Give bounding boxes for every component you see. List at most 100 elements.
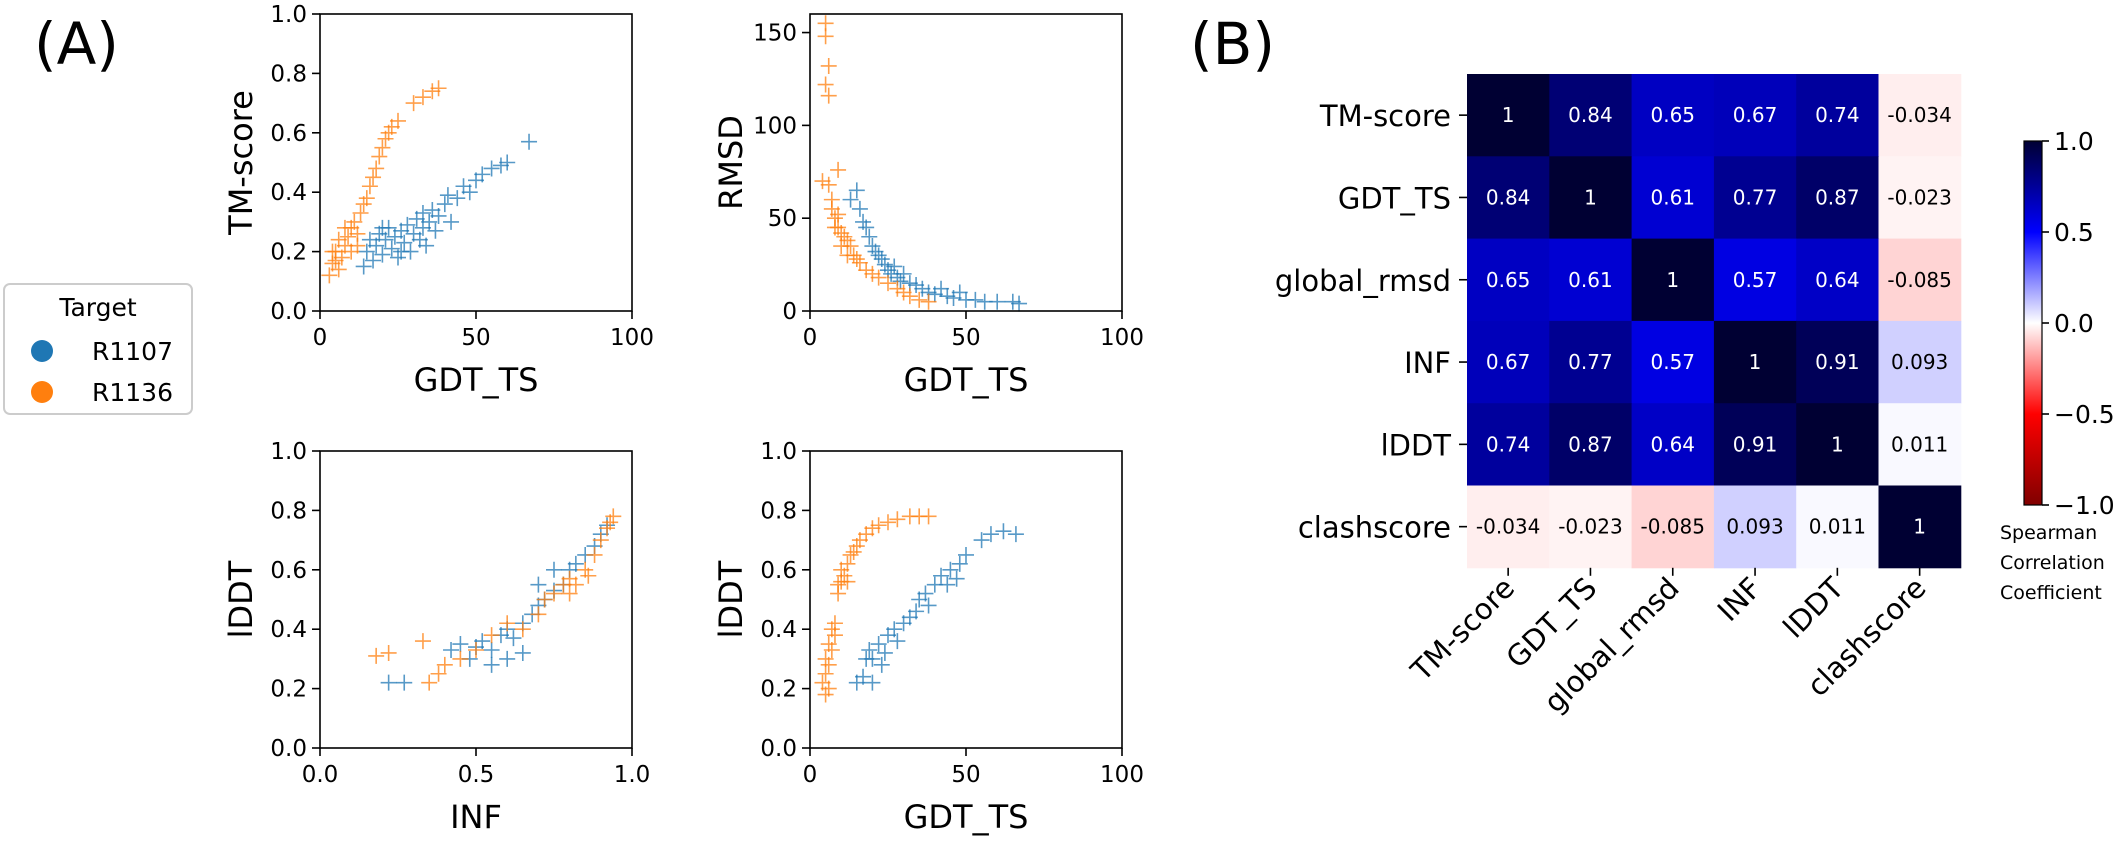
data-point-r1107 bbox=[958, 546, 974, 563]
heatmap-cell bbox=[1713, 74, 1797, 157]
legend-label-r1107: R1107 bbox=[92, 337, 173, 366]
heatmap-cell bbox=[1796, 320, 1879, 404]
heatmap-cell bbox=[1467, 156, 1550, 240]
plot-frame bbox=[809, 13, 1123, 312]
heatmap-cell-label: 0.61 bbox=[1650, 185, 1695, 209]
x-axis-label: INF bbox=[450, 798, 502, 836]
data-point-r1136 bbox=[864, 520, 881, 537]
data-point-r1136 bbox=[368, 160, 385, 177]
scatter-lddt-vs-inf: 0.0 0.5 1.0 0.0 0.2 0.4 0.6 0.8 1.0 INF lDDT bbox=[222, 439, 650, 836]
data-point-r1136 bbox=[424, 83, 441, 100]
data-point-r1107 bbox=[396, 234, 413, 251]
data-point-r1107 bbox=[436, 196, 453, 213]
y-tick-label: 50 bbox=[768, 206, 797, 232]
y-tick-label: 0.0 bbox=[760, 736, 797, 762]
plot-frame bbox=[319, 450, 633, 749]
heatmap-cell bbox=[1549, 403, 1633, 486]
data-point-r1136 bbox=[586, 546, 603, 563]
data-point-r1107 bbox=[1004, 293, 1021, 310]
data-point-r1107 bbox=[989, 293, 1006, 310]
heatmap-cell-label: -0.085 bbox=[1887, 268, 1951, 292]
data-point-r1107 bbox=[449, 190, 466, 207]
data-point-r1107 bbox=[939, 576, 956, 593]
data-point-r1107 bbox=[365, 252, 382, 269]
heatmap-cell bbox=[1467, 485, 1550, 569]
colorbar-tick-label: 1.0 bbox=[2054, 127, 2094, 156]
colorbar-frame bbox=[2023, 140, 2043, 506]
data-point-r1107 bbox=[892, 273, 909, 290]
data-point-r1107 bbox=[567, 555, 584, 572]
heatmap-cell bbox=[1878, 74, 1962, 157]
heatmap-cell bbox=[1467, 403, 1550, 486]
data-point-r1136 bbox=[358, 190, 375, 207]
data-point-r1136 bbox=[870, 517, 887, 534]
y-axis-label: TM-score bbox=[222, 90, 260, 236]
heatmap-cell bbox=[1549, 238, 1633, 322]
data-point-r1107 bbox=[973, 532, 990, 549]
data-point-r1136 bbox=[826, 219, 843, 236]
data-point-r1136 bbox=[536, 591, 553, 608]
legend: Target R1107 R1136 bbox=[3, 283, 193, 415]
heatmap-cell-label: 0.57 bbox=[1733, 268, 1778, 292]
x-tick-label: 1.0 bbox=[614, 762, 651, 788]
plot-frame bbox=[809, 450, 1123, 749]
heatmap-cell-label: 1 bbox=[1666, 268, 1679, 292]
data-point-r1136 bbox=[820, 87, 837, 104]
data-point-r1136 bbox=[361, 178, 378, 195]
heatmap-cell-label: 1 bbox=[1749, 350, 1762, 374]
data-point-r1136 bbox=[499, 615, 516, 632]
heatmap-cell-label: 0.91 bbox=[1733, 432, 1778, 456]
data-point-r1107 bbox=[492, 157, 509, 174]
data-point-r1136 bbox=[895, 284, 912, 301]
data-point-r1136 bbox=[333, 249, 350, 266]
heatmap-cell bbox=[1549, 485, 1633, 569]
y-tick-label: 0 bbox=[782, 299, 797, 325]
heatmap-cell bbox=[1796, 485, 1879, 569]
data-point-r1136 bbox=[430, 665, 447, 682]
heatmap-cell-label: 1 bbox=[1913, 515, 1926, 539]
data-point-r1107 bbox=[374, 246, 391, 263]
legend-marker-r1136 bbox=[31, 381, 53, 403]
correlation-heatmap: 1 0.84 0.65 0.67 0.74 -0.034 0.84 1 0.61 0.77 0.87… bbox=[1275, 74, 1962, 719]
x-axis-label: GDT_TS bbox=[904, 361, 1029, 399]
heatmap-cell-label: 0.64 bbox=[1815, 268, 1860, 292]
data-point-r1136 bbox=[368, 647, 385, 664]
panel-label-b: (B) bbox=[1190, 10, 1275, 78]
data-point-r1107 bbox=[418, 237, 435, 254]
y-axis-label: RMSD bbox=[712, 115, 750, 210]
data-point-r1107 bbox=[439, 187, 456, 204]
data-point-r1107 bbox=[842, 191, 859, 208]
data-point-r1107 bbox=[530, 576, 547, 593]
x-axis-label: GDT_TS bbox=[414, 361, 539, 399]
data-point-r1107 bbox=[948, 570, 965, 587]
heatmap-cell-label: 0.84 bbox=[1486, 185, 1531, 209]
col-label: lDDT bbox=[1776, 571, 1850, 645]
plot-frame bbox=[319, 13, 633, 312]
data-point-r1107 bbox=[374, 219, 391, 236]
heatmap-cell-label: 0.011 bbox=[1809, 515, 1866, 539]
data-point-r1107 bbox=[855, 668, 872, 685]
heatmap-cell-label: 0.57 bbox=[1650, 350, 1695, 374]
data-point-r1136 bbox=[330, 231, 347, 248]
data-point-r1136 bbox=[352, 204, 369, 221]
heatmap-cell bbox=[1713, 238, 1797, 322]
data-point-r1136 bbox=[546, 585, 562, 602]
row-label: GDT_TS bbox=[1338, 181, 1451, 215]
heatmap-cell bbox=[1467, 74, 1550, 157]
data-point-r1136 bbox=[580, 567, 597, 584]
legend-marker-r1107 bbox=[31, 340, 53, 362]
row-label: global_rmsd bbox=[1275, 264, 1451, 298]
data-point-r1107 bbox=[864, 674, 881, 691]
y-tick-label: 0.2 bbox=[760, 677, 797, 703]
data-point-r1136 bbox=[468, 641, 484, 658]
data-point-r1136 bbox=[483, 627, 500, 644]
data-point-r1107 bbox=[908, 277, 925, 294]
y-axis-label: lDDT bbox=[712, 560, 750, 638]
data-point-r1107 bbox=[895, 265, 912, 282]
y-tick-label: 1.0 bbox=[270, 2, 307, 28]
data-point-r1107 bbox=[521, 133, 538, 150]
data-point-r1136 bbox=[817, 665, 834, 682]
heatmap-cell-label: 1 bbox=[1502, 103, 1515, 127]
data-point-r1107 bbox=[499, 154, 516, 171]
